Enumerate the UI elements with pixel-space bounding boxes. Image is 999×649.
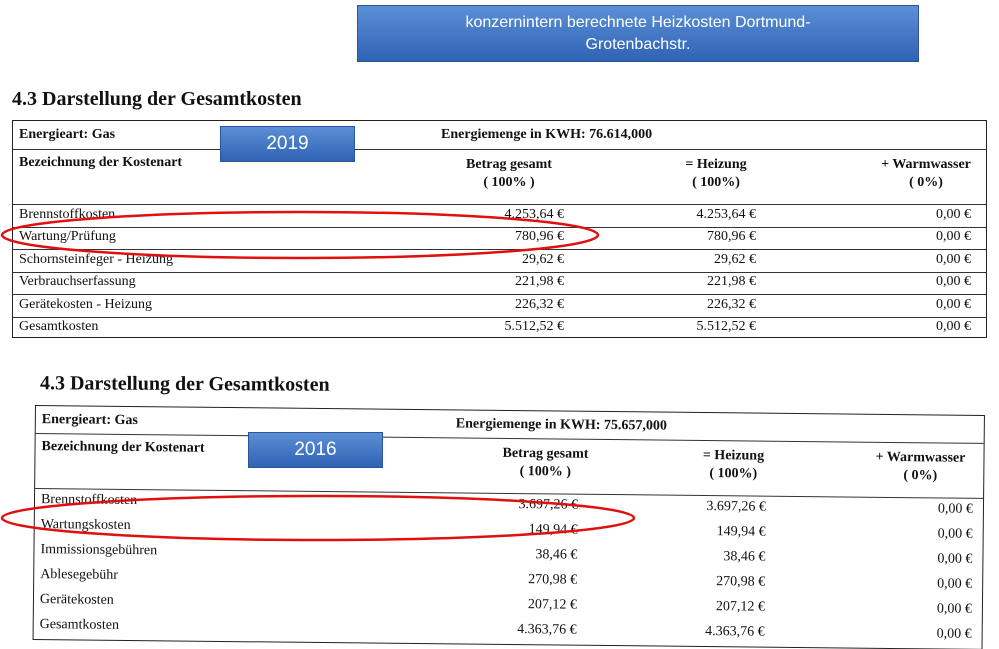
amount: 3.697,26 € <box>518 497 579 513</box>
cost-type: Wartung/Prüfung <box>19 229 116 245</box>
cost-type: Gesamtkosten <box>19 319 99 335</box>
header: Betrag gesamt <box>502 445 589 462</box>
amount: 0,00 € <box>936 274 971 290</box>
amount: 38,46 € <box>723 549 766 565</box>
energy-type: Energieart: Gas <box>19 127 116 142</box>
rule <box>13 204 986 205</box>
rule <box>13 226 986 228</box>
amount: 0,00 € <box>936 251 971 267</box>
cost-type: Brennstoffkosten <box>40 492 138 509</box>
amount: 226,32 € <box>515 296 564 312</box>
header: = Heizung <box>702 447 765 464</box>
cost-type: Ablesegebühr <box>40 567 119 583</box>
amount: 4.363,76 € <box>705 624 765 640</box>
amount: 149,94 € <box>716 524 766 540</box>
amount: 0,00 € <box>937 551 973 567</box>
amount: 0,00 € <box>936 601 972 617</box>
amount: 270,98 € <box>716 574 766 590</box>
amount: 226,32 € <box>707 296 756 312</box>
header-share: ( 100% ) <box>483 175 535 190</box>
year-badge: 2019 <box>220 126 355 162</box>
amount: 4.253,64 € <box>504 206 565 222</box>
header-share: ( 0%) <box>903 468 938 484</box>
section-title: 4.3 Darstellung der Gesamtkosten <box>12 88 302 110</box>
rule <box>13 316 986 318</box>
cost-type: Gerätekosten - Heizung <box>19 296 152 312</box>
rule <box>13 271 986 273</box>
header: + Warmwasser <box>881 157 971 172</box>
cost-type: Gerätekosten <box>39 592 114 608</box>
amount: 221,98 € <box>707 274 756 290</box>
amount: 0,00 € <box>936 319 971 335</box>
amount: 149,94 € <box>528 522 578 538</box>
header: Betrag gesamt <box>466 157 552 172</box>
header: Bezeichnung der Kostenart <box>41 439 205 456</box>
amount: 5.512,52 € <box>696 319 757 335</box>
amount: 780,96 € <box>707 229 756 245</box>
amount: 0,00 € <box>936 229 971 245</box>
amount: 207,12 € <box>527 597 578 613</box>
cost-type: Gesamtkosten <box>39 617 120 633</box>
amount: 0,00 € <box>937 526 973 542</box>
section-title: 4.3 Darstellung der Gesamtkosten <box>39 372 330 396</box>
amount: 3.697,26 € <box>706 499 767 515</box>
cost-type: Wartungskosten <box>40 517 131 534</box>
cost-type: Immissionsgebühren <box>40 542 158 559</box>
header: = Heizung <box>685 157 747 172</box>
cost-table: Energieart: Gas Energiemenge in KWH: 76.6… <box>12 120 987 338</box>
cost-table: Energieart: Gas Energiemenge in KWH: 75.6… <box>32 405 985 649</box>
rule <box>13 249 986 250</box>
year-badge: 2016 <box>248 432 383 468</box>
amount: 207,12 € <box>715 599 766 615</box>
amount: 270,98 € <box>528 572 578 588</box>
rule <box>35 488 984 499</box>
amount: 780,96 € <box>515 229 564 245</box>
energy-type: Energieart: Gas <box>41 412 138 429</box>
amount: 221,98 € <box>515 274 564 290</box>
header-share: ( 0%) <box>909 175 943 190</box>
header: Bezeichnung der Kostenart <box>19 155 183 170</box>
rule <box>13 149 986 150</box>
header-share: ( 100%) <box>692 175 740 190</box>
header-share: ( 100% ) <box>519 464 572 480</box>
amount: 0,00 € <box>937 501 974 517</box>
amount: 0,00 € <box>936 296 971 312</box>
rule <box>13 294 986 295</box>
amount: 0,00 € <box>936 626 972 642</box>
amount: 4.253,64 € <box>696 206 757 222</box>
cost-type: Verbrauchserfassung <box>19 274 136 290</box>
amount: 0,00 € <box>937 576 973 592</box>
amount: 5.512,52 € <box>504 319 565 335</box>
amount: 38,46 € <box>535 547 578 563</box>
amount: 0,00 € <box>936 206 971 222</box>
header-share: ( 100%) <box>709 466 758 482</box>
banner: konzernintern berechnete Heizkosten Dort… <box>357 5 919 62</box>
amount: 29,62 € <box>522 251 564 267</box>
cost-type: Brennstoffkosten <box>19 206 116 222</box>
energy-amount: Energiemenge in KWH: 76.614,000 <box>441 127 653 142</box>
header: + Warmwasser <box>875 449 966 466</box>
amount: 29,62 € <box>714 251 756 267</box>
amount: 4.363,76 € <box>517 622 577 638</box>
cost-type: Schornsteinfeger - Heizung <box>19 251 173 267</box>
energy-amount: Energiemenge in KWH: 75.657,000 <box>455 416 668 434</box>
